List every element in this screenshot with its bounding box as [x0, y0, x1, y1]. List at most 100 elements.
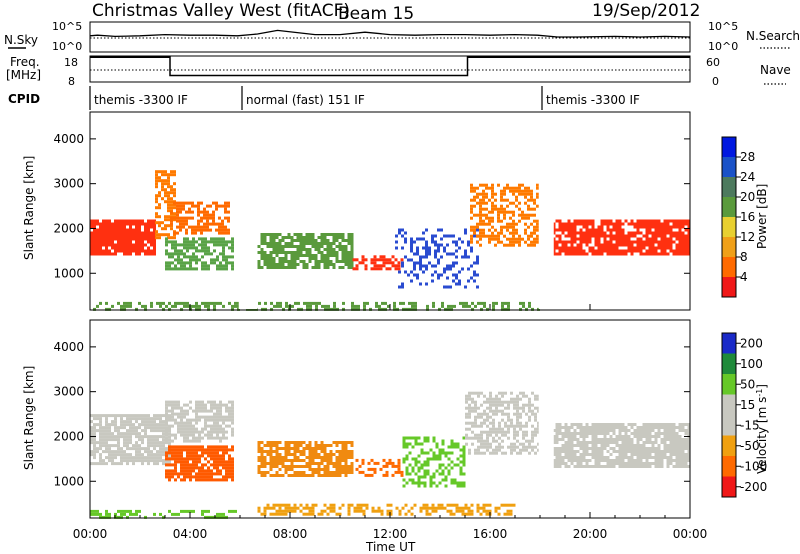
range-cell	[272, 450, 276, 453]
range-cell	[159, 456, 162, 460]
range-cell	[338, 248, 342, 251]
range-cell	[311, 447, 315, 450]
range-cell	[627, 234, 631, 238]
range-cell	[419, 255, 422, 259]
range-cell	[108, 249, 111, 253]
range-cell	[485, 222, 488, 226]
range-cell	[476, 255, 479, 259]
range-cell	[180, 258, 183, 262]
range-cell	[636, 435, 640, 438]
range-cell	[123, 450, 126, 454]
range-cell	[477, 394, 480, 398]
range-cell	[395, 506, 399, 510]
range-cell	[168, 261, 171, 265]
colorbar-segment	[722, 177, 736, 198]
range-cell	[615, 423, 619, 426]
range-cell	[394, 470, 398, 474]
range-cell	[402, 307, 405, 311]
range-cell	[627, 441, 631, 444]
range-cell	[633, 432, 637, 435]
range-cell	[488, 228, 491, 232]
range-cell	[382, 261, 386, 265]
range-cell	[272, 245, 276, 248]
range-cell	[456, 463, 460, 467]
range-cell	[222, 454, 225, 458]
range-cell	[260, 239, 264, 242]
range-cell	[594, 231, 598, 235]
range-cell	[675, 465, 679, 468]
range-cell	[639, 219, 643, 223]
range-cell	[603, 237, 607, 241]
range-cell	[329, 459, 333, 462]
range-cell	[648, 450, 652, 453]
range-cell	[329, 248, 333, 251]
range-cell	[536, 225, 539, 229]
range-cell	[660, 453, 664, 456]
range-cell	[498, 391, 501, 395]
range-cell	[609, 228, 613, 232]
range-cell	[126, 462, 129, 466]
range-cell	[657, 429, 661, 432]
range-cell	[370, 261, 374, 265]
range-cell	[603, 249, 607, 253]
range-cell	[114, 420, 117, 424]
range-cell	[521, 210, 524, 214]
range-cell	[93, 246, 96, 250]
range-cell	[210, 424, 213, 428]
range-cell	[147, 417, 150, 421]
cpid-mode-label: normal (fast) 151 IF	[246, 93, 365, 107]
range-cell	[660, 459, 664, 462]
range-cell	[299, 248, 303, 251]
range-cell	[401, 282, 404, 286]
range-cell	[486, 397, 489, 401]
range-cell	[431, 240, 434, 244]
range-cell	[287, 263, 291, 266]
range-cell	[663, 444, 667, 447]
range-cell	[228, 454, 231, 458]
range-cell	[219, 460, 222, 464]
range-cell	[414, 472, 418, 476]
range-cell	[434, 509, 438, 513]
range-cell	[96, 447, 99, 451]
range-cell	[284, 450, 288, 453]
range-cell	[609, 252, 613, 256]
range-cell	[147, 234, 150, 238]
range-cell	[534, 433, 537, 437]
range-cell	[213, 448, 216, 452]
range-cell	[296, 251, 300, 254]
range-cell	[564, 423, 568, 426]
range-cell	[281, 248, 285, 251]
range-cell	[453, 463, 457, 467]
range-cell	[207, 469, 210, 473]
range-cell	[453, 442, 457, 446]
range-cell	[278, 462, 282, 465]
range-cell	[219, 463, 222, 467]
range-cell	[114, 423, 117, 427]
range-cell	[533, 219, 536, 223]
range-cell	[165, 436, 168, 440]
range-cell	[524, 222, 527, 226]
range-cell	[441, 478, 445, 482]
range-cell	[582, 435, 586, 438]
range-cell	[219, 427, 222, 431]
range-cell	[507, 406, 510, 410]
range-cell	[473, 231, 476, 235]
range-cell	[269, 233, 273, 236]
range-cell	[93, 249, 96, 253]
range-cell	[474, 421, 477, 425]
range-cell	[588, 432, 592, 435]
range-cell	[681, 234, 685, 238]
range-cell	[447, 445, 451, 449]
range-cell	[603, 447, 607, 450]
range-cell	[555, 240, 559, 244]
range-cell	[147, 435, 150, 439]
range-cell	[417, 442, 421, 446]
range-cell	[642, 219, 646, 223]
range-cell	[486, 415, 489, 419]
range-cell	[573, 225, 577, 229]
range-cell	[114, 246, 117, 250]
range-cell	[135, 512, 138, 516]
range-cell	[654, 237, 658, 241]
range-cell	[189, 400, 192, 404]
range-cell	[567, 438, 571, 441]
